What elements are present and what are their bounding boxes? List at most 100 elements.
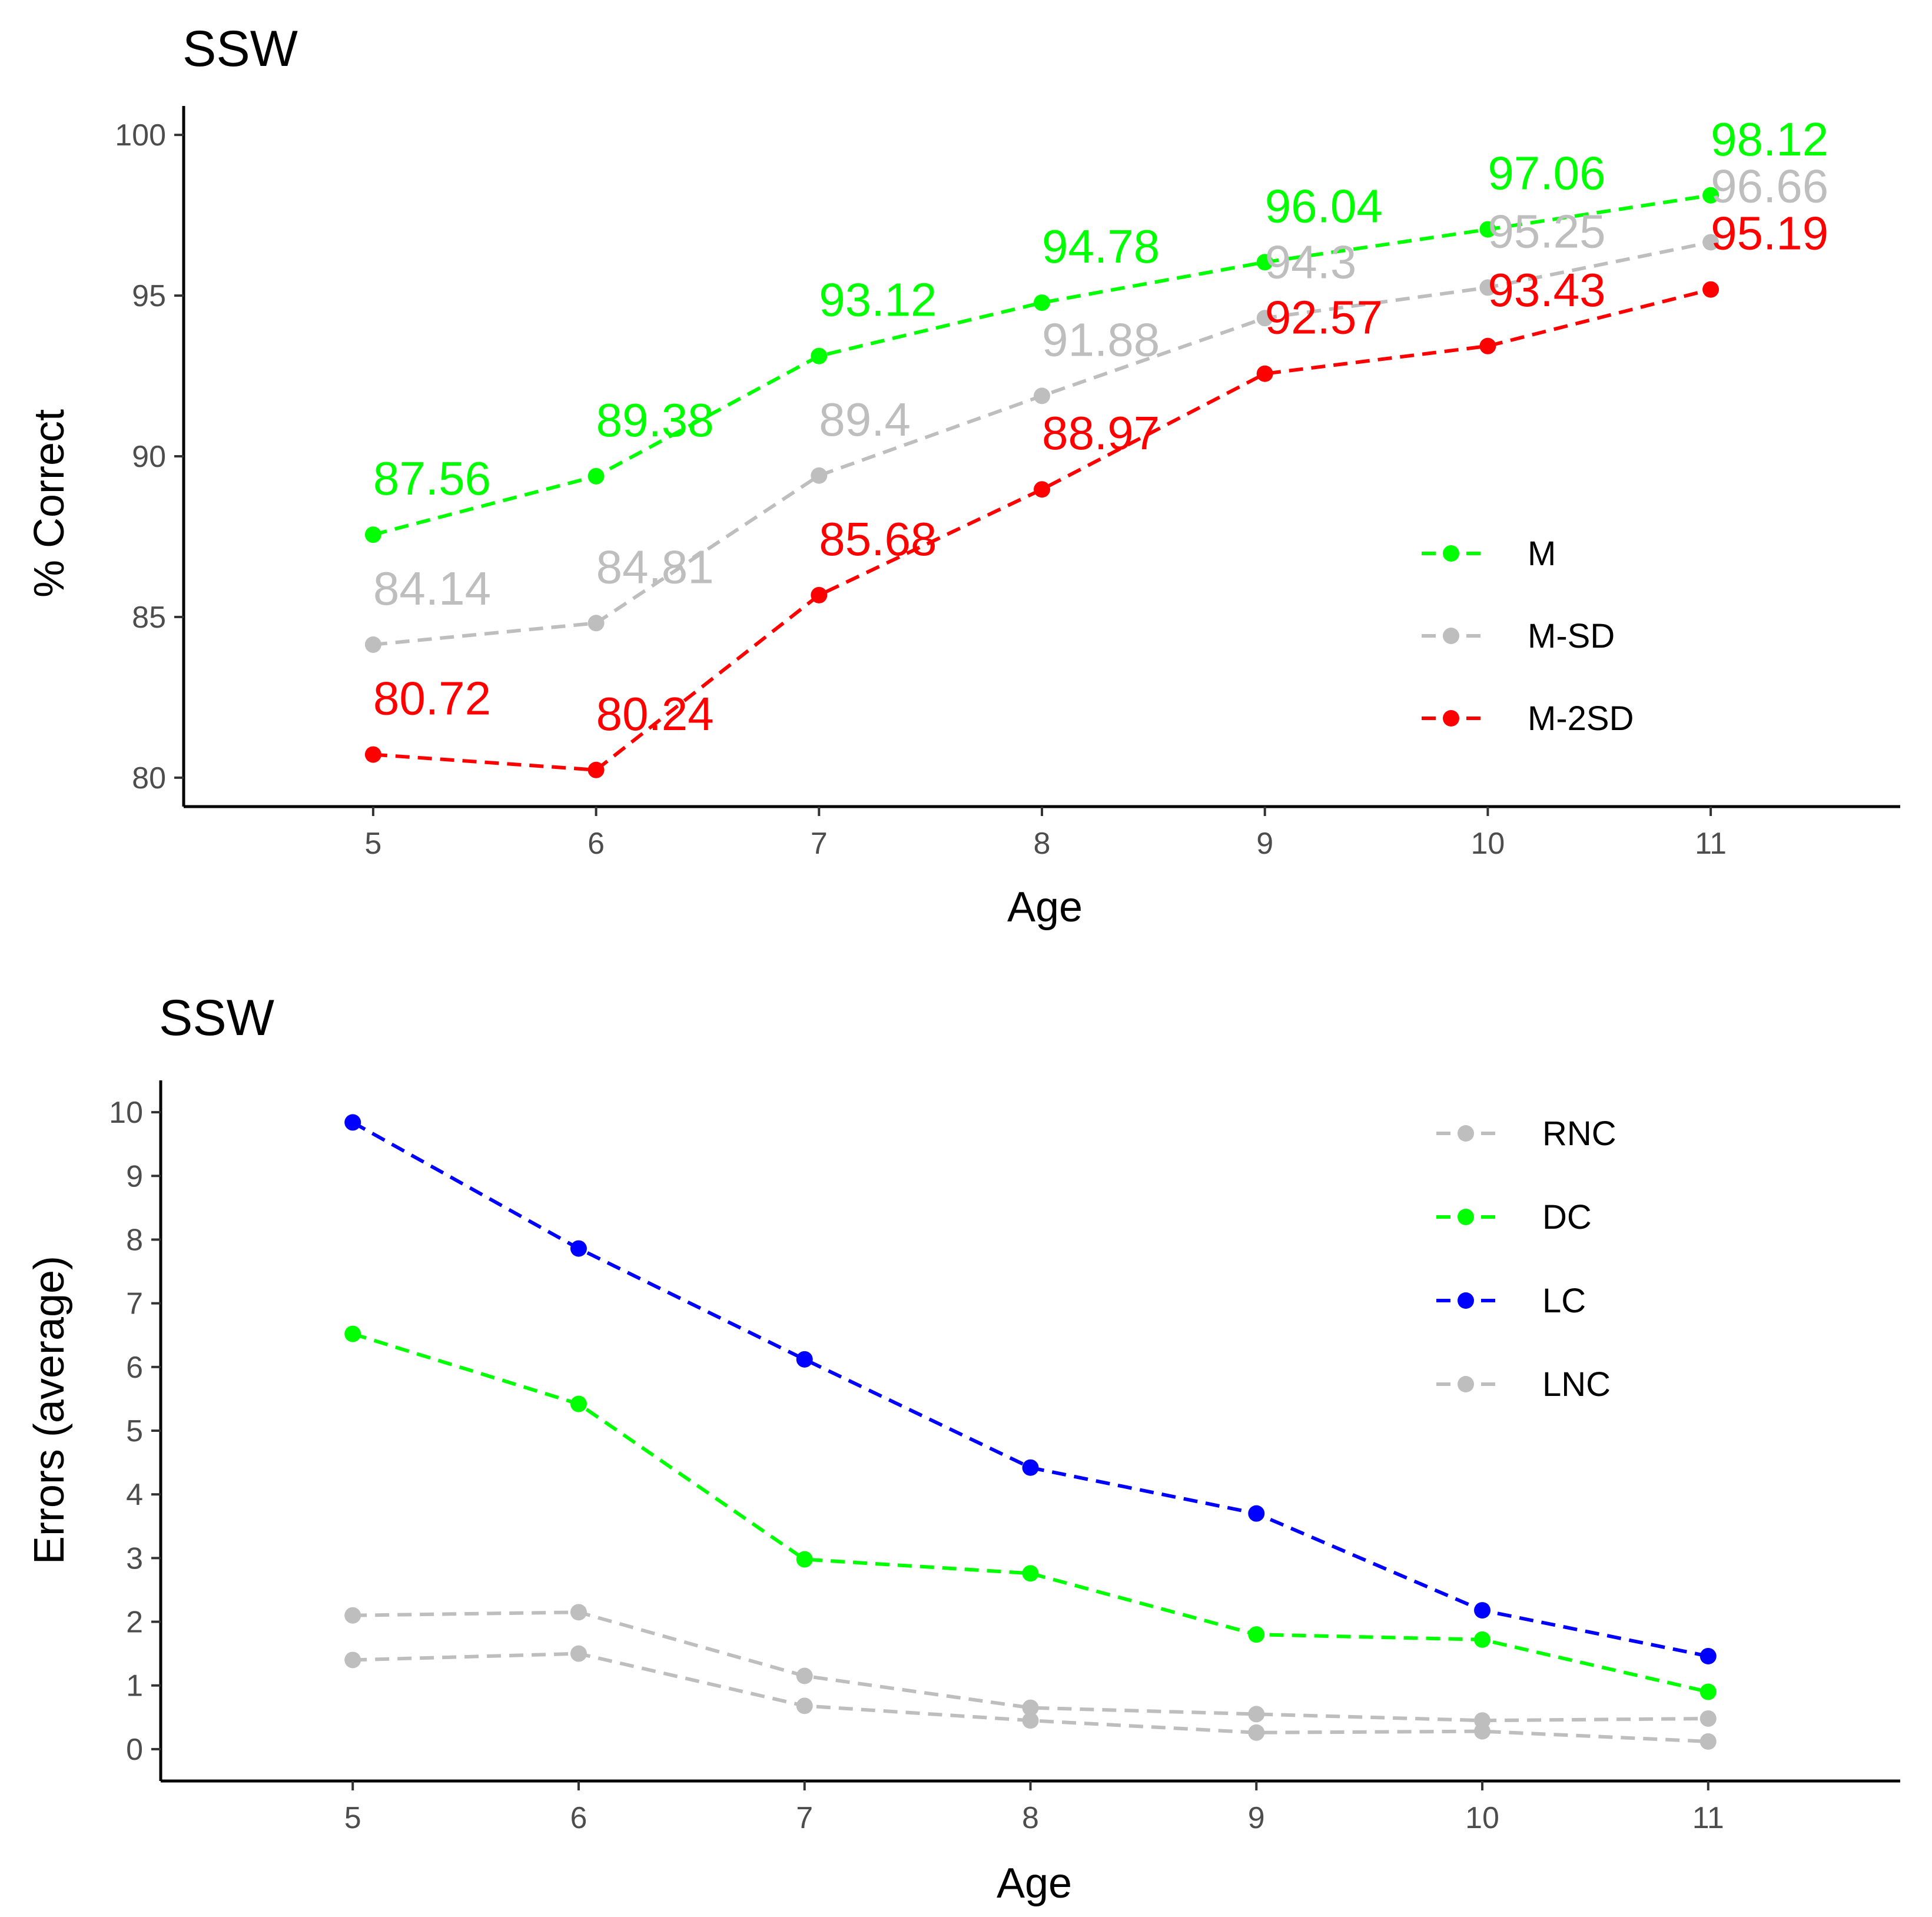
data-point-lnc xyxy=(796,1697,813,1714)
data-point-dc xyxy=(1248,1626,1265,1643)
axes-bottom: 5 6 7 8 9 10 11 0 1 2 3 4 5 6 7 8 9 10 xyxy=(109,1080,1900,1835)
data-point-dc xyxy=(1474,1631,1491,1648)
data-label-m: 93.12 xyxy=(819,274,937,326)
legend-key-point xyxy=(1458,1209,1474,1225)
legend-key-point xyxy=(1443,710,1459,727)
y-tick-label: 10 xyxy=(109,1096,143,1130)
y-tick-label: 95 xyxy=(132,279,166,313)
data-point-lnc xyxy=(1699,1733,1717,1750)
x-tick-label: 8 xyxy=(1022,1801,1039,1835)
data-label-m: 98.12 xyxy=(1711,113,1828,165)
data-point-m xyxy=(1256,254,1273,271)
axes-top: 5 6 7 8 9 10 11 80 85 90 95 100 xyxy=(115,106,1900,861)
legend-key-point xyxy=(1443,545,1459,562)
data-point-rnc xyxy=(1022,1699,1039,1716)
data-point-lc xyxy=(1699,1647,1717,1664)
legend-top: M M-SD M-2SD xyxy=(1422,535,1634,738)
data-point-m-sd xyxy=(1702,234,1719,251)
data-label-m-sd: 84.81 xyxy=(596,540,714,593)
x-tick-label: 8 xyxy=(1034,827,1051,861)
data-label-m-2sd: 85.68 xyxy=(819,513,937,565)
legend-key-point xyxy=(1443,628,1459,644)
y-tick-label: 4 xyxy=(126,1478,143,1512)
x-axis-title-bottom: Age xyxy=(997,1860,1072,1907)
data-point-m-2sd xyxy=(811,586,828,603)
y-tick-label: 85 xyxy=(132,601,166,635)
data-label-m-2sd: 80.72 xyxy=(373,672,491,725)
data-label-m-sd: 89.4 xyxy=(819,393,911,446)
data-point-dc xyxy=(796,1551,813,1568)
data-point-m-2sd xyxy=(587,761,605,778)
y-tick-label: 3 xyxy=(126,1541,143,1576)
y-tick-label: 100 xyxy=(115,118,166,152)
data-label-m-2sd: 80.24 xyxy=(596,688,714,740)
data-point-m-sd xyxy=(1034,387,1050,404)
x-tick-label: 10 xyxy=(1465,1801,1499,1835)
legend-label: M xyxy=(1528,535,1556,573)
data-point-lnc xyxy=(1022,1712,1039,1729)
data-point-lc xyxy=(344,1114,361,1131)
data-label-m-sd: 94.3 xyxy=(1265,236,1357,288)
x-tick-label: 5 xyxy=(344,1801,361,1835)
data-point-m-sd xyxy=(587,615,605,632)
series-line-dc xyxy=(352,1332,1709,1694)
data-point-lc xyxy=(796,1351,813,1368)
data-point-m-sd xyxy=(1256,310,1273,327)
y-tick-label: 90 xyxy=(132,440,166,474)
y-tick-label: 2 xyxy=(126,1606,143,1640)
legend-label: LC xyxy=(1542,1282,1586,1320)
data-point-dc xyxy=(570,1395,587,1412)
data-point-m xyxy=(1034,294,1050,311)
panel-errors: SSW Age Errors (average) 5 6 7 8 9 10 11012345… xyxy=(26,990,1900,1907)
series-group-bottom xyxy=(344,1114,1717,1750)
x-tick-label: 10 xyxy=(1470,827,1505,861)
data-point-m xyxy=(1702,187,1719,204)
x-tick-label: 6 xyxy=(570,1801,587,1835)
data-point-dc xyxy=(1022,1565,1039,1582)
data-point-lc xyxy=(570,1240,587,1257)
x-axis-title-top: Age xyxy=(1007,884,1083,931)
x-tick-label: 11 xyxy=(1695,827,1727,861)
panel-percent-correct: SSW Age % Correct 5 6 7 8 9 10 11 80 85 90 95 100 8… xyxy=(26,21,1900,931)
legend-label: LNC xyxy=(1542,1365,1611,1404)
y-tick-label: 5 xyxy=(126,1414,143,1448)
x-tick-label: 7 xyxy=(811,827,828,861)
data-point-lnc xyxy=(1474,1723,1491,1740)
data-point-m-2sd xyxy=(1034,481,1050,498)
data-point-m-sd xyxy=(811,467,828,484)
legend-key-point xyxy=(1458,1376,1474,1392)
data-point-lnc xyxy=(1248,1724,1265,1741)
data-point-m-2sd xyxy=(1702,281,1719,298)
data-point-dc xyxy=(344,1325,361,1342)
data-point-rnc xyxy=(1699,1710,1717,1727)
data-point-m xyxy=(364,526,381,543)
x-tick-label: 5 xyxy=(364,827,381,861)
y-tick-label: 7 xyxy=(126,1287,143,1321)
y-tick-label: 80 xyxy=(132,761,166,795)
data-point-lnc xyxy=(570,1645,587,1662)
x-tick-label: 11 xyxy=(1692,1801,1724,1835)
data-point-lc xyxy=(1474,1602,1491,1619)
data-point-lnc xyxy=(344,1651,361,1669)
panel-title-bottom: SSW xyxy=(159,990,274,1046)
data-label-m: 96.04 xyxy=(1265,180,1383,232)
data-point-m xyxy=(811,347,828,364)
data-point-m-sd xyxy=(364,636,381,653)
series-group-top xyxy=(364,187,1719,778)
data-point-m-2sd xyxy=(364,746,381,763)
data-point-lc xyxy=(1022,1459,1039,1476)
x-tick-label: 9 xyxy=(1248,1801,1265,1835)
panel-title-top: SSW xyxy=(182,21,298,77)
data-label-m-2sd: 88.97 xyxy=(1042,407,1160,459)
data-point-m-sd xyxy=(1479,279,1496,296)
y-axis-title-top: % Correct xyxy=(26,409,73,598)
data-point-rnc xyxy=(1248,1706,1265,1723)
data-label-m: 87.56 xyxy=(373,452,491,505)
legend-label: M-2SD xyxy=(1528,699,1634,738)
data-label-m-sd: 84.14 xyxy=(373,562,491,615)
legend-key-point xyxy=(1458,1292,1474,1309)
data-point-m-2sd xyxy=(1256,365,1273,382)
data-point-m xyxy=(587,467,605,485)
legend-bottom: RNC DC LC LNC xyxy=(1436,1115,1616,1404)
